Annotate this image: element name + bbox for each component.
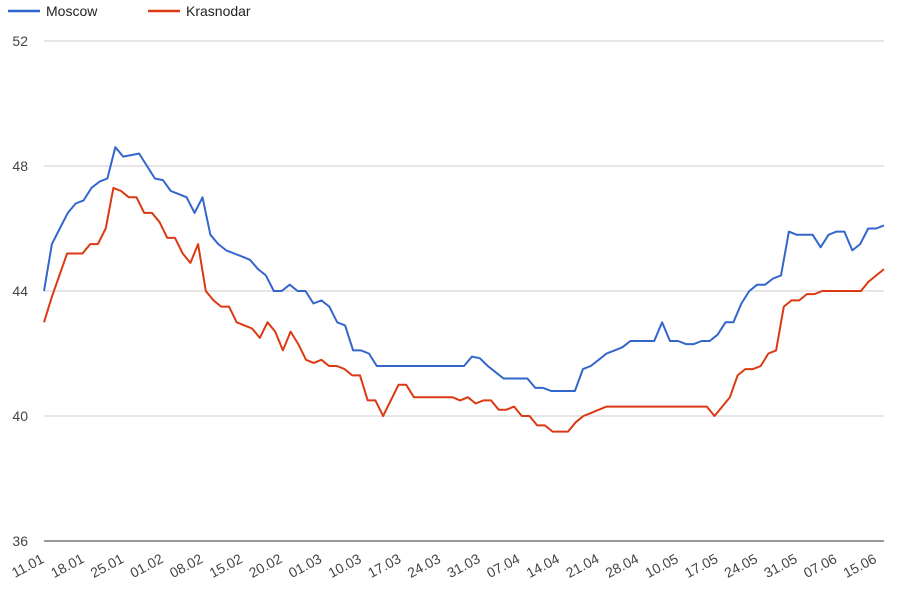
x-tick-label: 24.03 [405, 550, 444, 581]
y-tick-label: 44 [12, 283, 28, 299]
x-tick-label: 21.04 [563, 550, 602, 581]
x-tick-label: 20.02 [246, 550, 285, 581]
x-tick-label: 01.03 [286, 550, 325, 581]
legend-label-moscow: Moscow [46, 3, 98, 19]
x-tick-label: 31.03 [444, 550, 483, 581]
x-tick-label: 17.05 [682, 550, 721, 581]
series-lines [43, 146, 885, 433]
x-tick-label: 10.03 [325, 550, 364, 581]
x-tick-label: 31.05 [761, 550, 800, 581]
x-axis-labels: 11.01 18.01 25.01 01.02 08.02 15.02 20.02 01.03… [9, 550, 879, 581]
x-tick-label: 24.05 [722, 550, 761, 581]
x-tick-label: 08.02 [167, 550, 206, 581]
y-tick-label: 52 [12, 33, 28, 49]
x-tick-label: 25.01 [88, 550, 127, 581]
x-tick-label: 28.04 [603, 550, 642, 581]
gridlines [44, 40, 884, 542]
y-tick-label: 48 [12, 158, 28, 174]
y-tick-label: 40 [12, 408, 28, 424]
x-tick-label: 07.06 [801, 550, 840, 581]
x-tick-label: 11.01 [9, 550, 47, 580]
series-line-krasnodar [43, 186, 885, 433]
x-tick-label: 17.03 [365, 550, 404, 581]
y-tick-label: 36 [12, 533, 28, 549]
legend: Moscow Krasnodar [8, 3, 251, 19]
x-tick-label: 10.05 [642, 550, 681, 581]
x-tick-label: 15.06 [840, 550, 879, 581]
x-tick-label: 07.04 [484, 550, 523, 581]
x-tick-label: 01.02 [127, 550, 166, 581]
x-tick-label: 15.02 [207, 550, 246, 581]
series-line-moscow [43, 146, 885, 392]
x-tick-label: 14.04 [523, 550, 562, 581]
legend-label-krasnodar: Krasnodar [186, 3, 251, 19]
x-tick-label: 18.01 [48, 550, 87, 581]
y-axis-labels: 36 40 44 48 52 [12, 33, 28, 549]
